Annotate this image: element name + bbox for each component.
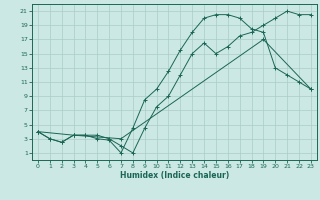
X-axis label: Humidex (Indice chaleur): Humidex (Indice chaleur) xyxy=(120,171,229,180)
